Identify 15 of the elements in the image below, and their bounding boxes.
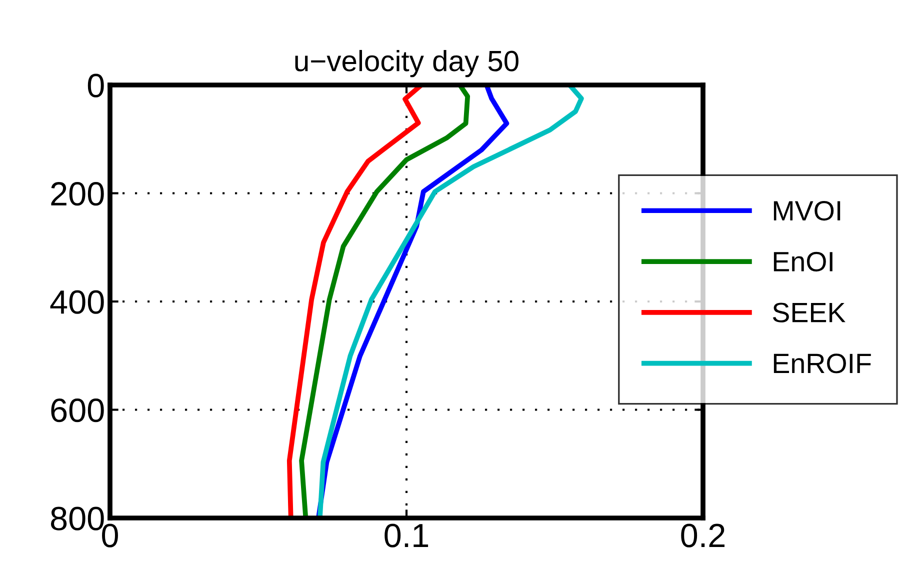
line-series xyxy=(286,85,424,518)
chart-title: u−velocity day 50 xyxy=(295,50,518,78)
legend-label: EnOI xyxy=(774,252,832,272)
legend-label: EnROIF xyxy=(774,354,871,374)
legend-label: MVOI xyxy=(774,200,840,221)
line-series xyxy=(317,85,584,518)
y-tick-label: 400 xyxy=(50,290,104,314)
y-tick-label: 200 xyxy=(51,182,104,206)
x-tick-label: 0.1 xyxy=(384,524,428,548)
line-series xyxy=(299,85,470,518)
x-tick-label: 0.2 xyxy=(681,524,724,548)
y-tick-label: 600 xyxy=(51,398,104,422)
legend-label: SEEK xyxy=(772,302,846,322)
y-tick-label: 0 xyxy=(88,74,104,98)
y-tick-label: 800 xyxy=(50,506,104,530)
